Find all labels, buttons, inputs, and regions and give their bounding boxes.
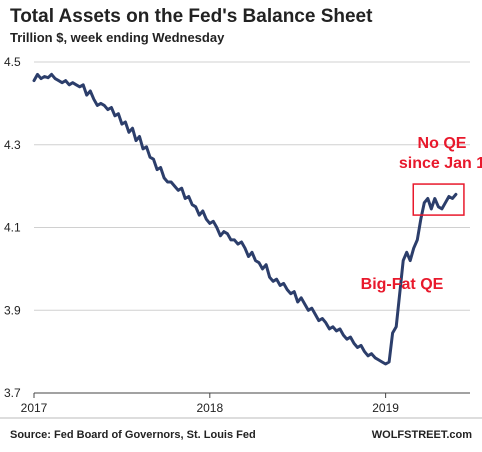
series-line-total-assets	[32, 72, 458, 366]
grid	[34, 61, 470, 394]
brand-label: WOLFSTREET.com	[372, 429, 472, 441]
y-tick-label: 4.5	[4, 55, 21, 69]
annotation-no-qe: No QE	[418, 135, 467, 152]
annotation-since-jan-1: since Jan 1	[399, 155, 482, 172]
annotations: No QE since Jan 1 Big-Fat QE	[361, 135, 482, 293]
highlight-box	[412, 183, 465, 216]
x-tick-label: 2019	[372, 401, 399, 415]
y-tick-label: 4.3	[4, 138, 21, 152]
x-tick-label: 2018	[196, 401, 223, 415]
chart-title: Total Assets on the Fed's Balance Sheet	[10, 6, 373, 27]
series	[32, 72, 458, 366]
y-tick-label: 3.9	[4, 303, 21, 317]
y-tick-label: 3.7	[4, 386, 21, 400]
y-tick-label: 4.1	[4, 221, 21, 235]
chart-subtitle: Trillion $, week ending Wednesday	[10, 30, 225, 45]
x-tick-label: 2017	[21, 401, 48, 415]
annotation-big-fat-qe: Big-Fat QE	[361, 276, 444, 293]
source-note: Source: Fed Board of Governors, St. Loui…	[10, 429, 256, 441]
